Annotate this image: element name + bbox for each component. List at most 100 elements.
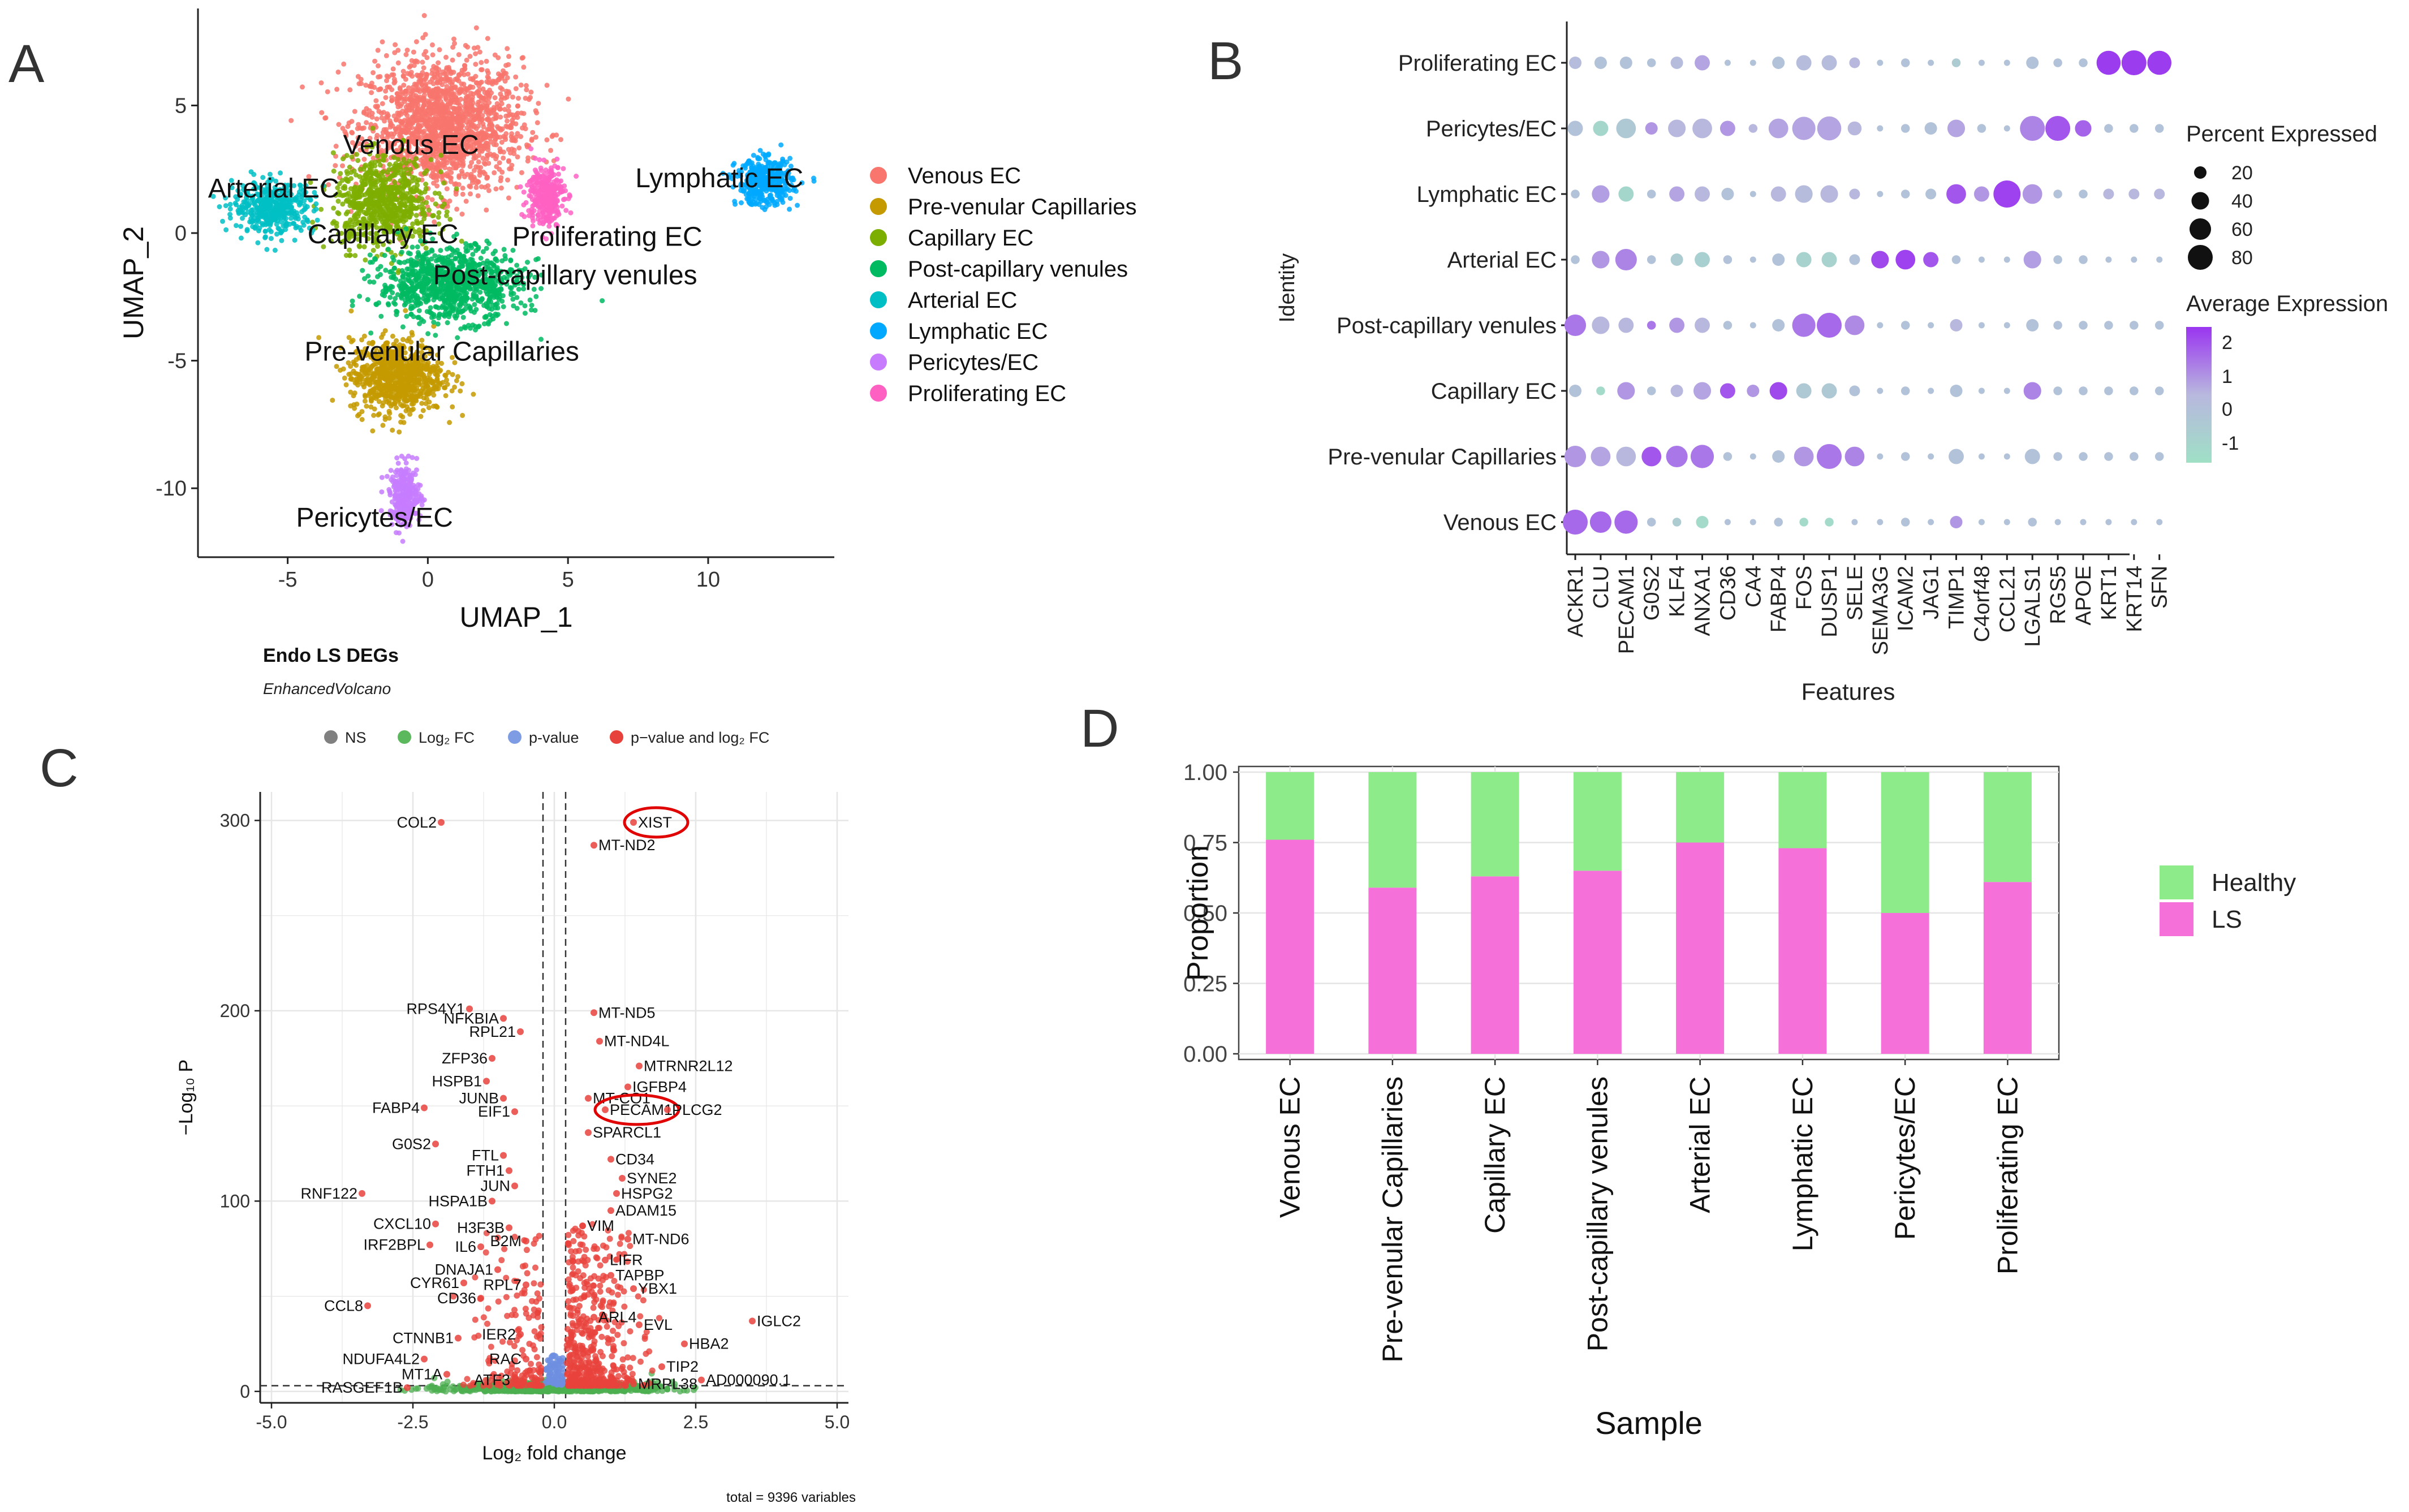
- umap-point: [503, 113, 509, 119]
- umap-point: [439, 204, 445, 209]
- umap-point: [458, 119, 463, 125]
- umap-point: [367, 252, 373, 258]
- umap-point: [476, 90, 481, 96]
- umap-point: [486, 112, 492, 117]
- umap-point: [481, 321, 487, 326]
- umap-point: [349, 130, 355, 135]
- umap-point: [480, 156, 486, 161]
- umap-point: [359, 409, 365, 415]
- umap-point: [430, 88, 436, 93]
- umap-point: [778, 142, 784, 148]
- umap-point: [406, 85, 411, 91]
- umap-point: [393, 42, 398, 48]
- umap-point: [423, 287, 428, 292]
- umap-point: [368, 166, 374, 172]
- umap-point: [462, 324, 467, 330]
- umap-point: [468, 174, 474, 179]
- umap-point: [223, 203, 229, 209]
- umap-point: [437, 116, 443, 122]
- umap-point: [453, 150, 459, 156]
- umap-point: [434, 154, 439, 160]
- umap-point: [430, 52, 436, 58]
- umap-point: [422, 114, 428, 119]
- umap-point: [486, 188, 492, 193]
- umap-point: [407, 64, 412, 70]
- umap-point: [420, 35, 426, 41]
- umap-point: [347, 165, 352, 170]
- umap-point: [467, 136, 472, 142]
- umap-point: [492, 170, 497, 175]
- umap-point: [521, 64, 527, 70]
- umap-point: [451, 105, 456, 111]
- umap-point: [287, 221, 292, 227]
- umap-point: [459, 212, 465, 217]
- umap-point: [370, 428, 376, 434]
- umap-point: [429, 145, 434, 151]
- umap-point: [433, 304, 438, 309]
- umap-point: [449, 69, 454, 75]
- umap-point: [528, 307, 534, 313]
- umap-point: [439, 305, 445, 311]
- umap-point: [600, 298, 605, 304]
- umap-point: [342, 186, 348, 191]
- umap-point: [465, 44, 471, 50]
- umap-point: [262, 234, 268, 240]
- umap-point: [376, 412, 381, 418]
- umap-point: [438, 169, 443, 175]
- umap-point: [352, 109, 357, 114]
- umap-point: [268, 236, 274, 242]
- umap-point: [443, 393, 449, 398]
- umap-point: [480, 135, 486, 140]
- umap-point: [489, 123, 494, 128]
- umap-point: [463, 199, 469, 204]
- umap-point: [533, 135, 538, 140]
- umap-point: [361, 157, 367, 162]
- umap-point: [436, 210, 442, 216]
- umap-point: [397, 85, 403, 91]
- umap-point: [456, 175, 462, 180]
- umap-point: [285, 208, 290, 214]
- umap-point: [390, 210, 395, 216]
- umap-point: [396, 124, 401, 130]
- umap-point: [475, 45, 481, 50]
- umap-point: [447, 87, 453, 93]
- umap-point: [429, 197, 435, 203]
- umap-point: [335, 210, 341, 216]
- umap-point: [352, 390, 357, 396]
- umap-point: [330, 150, 336, 156]
- umap-point: [442, 298, 447, 303]
- umap-point: [493, 305, 498, 311]
- umap-point: [519, 170, 524, 175]
- umap-point: [460, 191, 466, 197]
- umap-point: [444, 209, 450, 214]
- umap-point: [426, 405, 432, 411]
- umap-point: [378, 264, 383, 269]
- umap-point: [518, 82, 524, 88]
- umap-point: [389, 173, 395, 179]
- umap-point: [227, 206, 233, 212]
- umap-point: [440, 380, 446, 385]
- umap-point: [405, 288, 411, 294]
- umap-point: [436, 86, 441, 91]
- umap-point: [371, 279, 377, 285]
- umap-point: [506, 195, 511, 201]
- umap-point: [387, 295, 393, 300]
- umap-point: [460, 163, 466, 169]
- umap-point: [393, 385, 399, 390]
- umap-point: [510, 94, 515, 100]
- umap-point: [411, 49, 416, 55]
- umap-point: [462, 72, 467, 77]
- umap-point: [340, 163, 345, 169]
- umap-point: [393, 117, 399, 123]
- umap-point: [463, 147, 469, 152]
- umap-point: [425, 123, 431, 129]
- umap-point: [433, 97, 438, 103]
- umap-point: [385, 135, 390, 140]
- umap-point: [367, 135, 373, 141]
- umap-point: [385, 186, 390, 191]
- umap-point: [457, 88, 463, 94]
- umap-point: [498, 114, 503, 120]
- umap-point: [414, 150, 419, 156]
- umap-point: [359, 417, 365, 423]
